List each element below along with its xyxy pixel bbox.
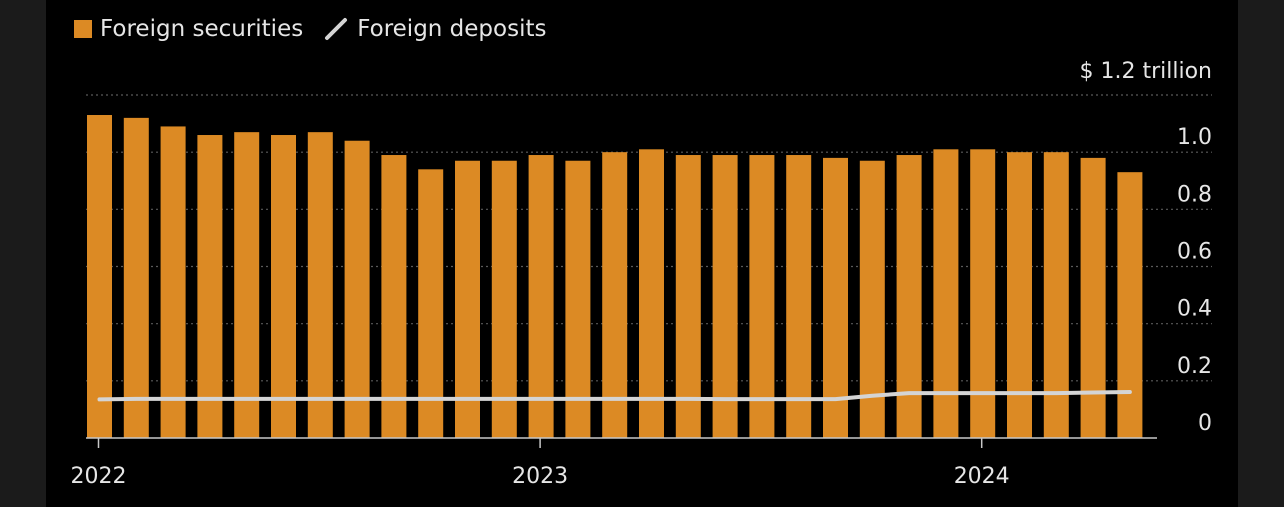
bar bbox=[749, 155, 775, 438]
bar bbox=[859, 160, 885, 438]
bar bbox=[455, 160, 480, 438]
y-axis-labels: 0 0.2 0.4 0.6 0.8 1.0 bbox=[1177, 125, 1212, 436]
bar bbox=[123, 117, 149, 438]
legend-label-deposits: Foreign deposits bbox=[357, 16, 547, 42]
bar bbox=[602, 152, 628, 438]
deposits-line-path bbox=[97, 389, 1132, 402]
bar bbox=[160, 126, 186, 439]
y-unit-label: $ 1.2 trillion bbox=[1080, 59, 1213, 84]
y-tick-label: 1.0 bbox=[1177, 125, 1212, 150]
legend: Foreign securities Foreign deposits bbox=[74, 12, 546, 46]
bar bbox=[970, 149, 996, 438]
x-axis: 2022 2023 2024 bbox=[71, 437, 1157, 489]
y-tick-label: 0.8 bbox=[1177, 182, 1212, 207]
legend-item-deposits: Foreign deposits bbox=[323, 16, 546, 42]
bar bbox=[712, 155, 738, 438]
bar bbox=[307, 132, 333, 439]
bar bbox=[933, 149, 959, 438]
bar bbox=[344, 140, 370, 438]
bar bbox=[896, 155, 922, 438]
bar bbox=[786, 155, 812, 438]
bar bbox=[87, 115, 112, 438]
y-tick-label: 0.2 bbox=[1177, 354, 1212, 379]
bar bbox=[1007, 152, 1032, 438]
x-tick-label: 2022 bbox=[71, 464, 127, 489]
bar bbox=[418, 169, 444, 439]
x-tick-label: 2024 bbox=[954, 464, 1010, 489]
bar bbox=[271, 135, 296, 438]
bar bbox=[639, 149, 664, 438]
square-swatch-icon bbox=[74, 20, 92, 38]
line-swatch-icon bbox=[325, 18, 348, 40]
x-tick-label: 2023 bbox=[512, 464, 568, 489]
legend-label-securities: Foreign securities bbox=[100, 16, 304, 42]
bar bbox=[1043, 152, 1069, 438]
bar bbox=[565, 160, 591, 438]
y-tick-label: 0.4 bbox=[1177, 297, 1212, 322]
bar bbox=[1117, 172, 1143, 439]
bar bbox=[491, 160, 517, 438]
bars-securities bbox=[87, 115, 1143, 439]
y-tick-label: 0 bbox=[1198, 411, 1212, 436]
bar bbox=[197, 135, 223, 438]
bar bbox=[1080, 157, 1106, 438]
bar bbox=[381, 155, 407, 438]
bar bbox=[528, 155, 554, 438]
y-tick-label: 0.6 bbox=[1177, 240, 1212, 265]
bar bbox=[234, 132, 260, 439]
line-deposits bbox=[97, 389, 1132, 402]
bar bbox=[675, 155, 701, 438]
bar bbox=[823, 157, 848, 438]
legend-item-securities: Foreign securities bbox=[74, 16, 303, 42]
